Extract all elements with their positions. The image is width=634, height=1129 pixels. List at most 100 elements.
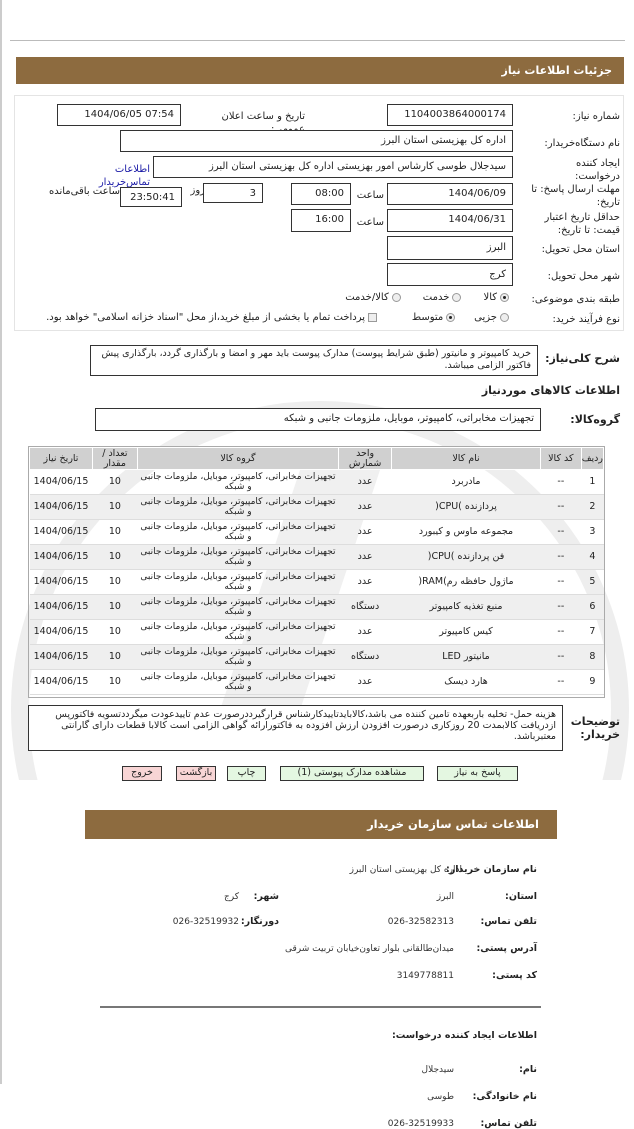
deadline-date-field[interactable]: 1404/06/09 — [387, 183, 513, 205]
contact-org-label: نام سازمان خریدار: — [446, 864, 537, 875]
radio-icon[interactable] — [500, 292, 509, 302]
cell-code: -- — [540, 594, 582, 620]
validity-date-field[interactable]: 1404/06/31 — [387, 209, 513, 232]
cell-quantity: 10 — [92, 569, 138, 595]
back-button[interactable]: بازگشت — [176, 766, 216, 781]
need-number-field[interactable]: 1104003864000174 — [387, 104, 513, 126]
validity-time-field[interactable]: 16:00 — [291, 209, 351, 232]
buyer-org-field[interactable]: اداره کل بهزیستی استان البرز — [120, 130, 513, 152]
cell-row-number: 2 — [581, 494, 604, 520]
cell-date: 1404/06/15 — [29, 669, 93, 695]
contact-postal-label: کد پستی: — [492, 970, 537, 981]
creator-family-value: طوسی — [427, 1092, 454, 1102]
province-label: استان محل تحویل: — [541, 244, 620, 255]
print-button[interactable]: چاپ — [227, 766, 266, 781]
contact-city-label: شهر: — [253, 891, 279, 902]
contact-province-label: استان: — [505, 891, 537, 902]
creator-family-label: نام خانوادگی: — [472, 1091, 537, 1102]
table-row[interactable]: 7 -- کیس کامپیوتر عدد تجهیزات مخابراتی، کامپ… — [29, 619, 604, 645]
col-header-quantity: تعداد / مقدار — [91, 447, 138, 470]
cell-group: تجهیزات مخابراتی، کامپیوتر، موبایل، ملزو… — [137, 644, 339, 670]
days-remaining-field[interactable]: 3 — [203, 183, 263, 203]
cell-group: تجهیزات مخابراتی، کامپیوتر، موبایل، ملزو… — [137, 519, 339, 545]
table-row[interactable]: 5 -- ماژول حافظه رم)RAM(عدد تجهیزات مخابرات… — [29, 569, 604, 595]
need-number-label: شماره نیاز: — [572, 111, 621, 122]
cell-name: مانیتور LED — [391, 644, 541, 670]
goods-title: اطلاعات کالاهای موردنیاز — [481, 384, 620, 397]
deadline-time-field[interactable]: 08:00 — [291, 183, 351, 205]
details-panel — [14, 95, 624, 331]
radio-icon[interactable] — [446, 312, 456, 322]
radio-minor[interactable]: جزیی — [474, 312, 512, 323]
table-row[interactable]: 4 -- فن پردازنده )CPU(عدد تجهیزات مخابراتی،… — [29, 544, 604, 570]
checkbox-icon[interactable] — [368, 312, 378, 322]
category-label: طبقه بندی موضوعی: — [531, 294, 620, 305]
buyer-org-label: نام دستگاه‌خریدار: — [544, 138, 620, 149]
table-row[interactable]: 9 -- هارد دیسک عدد تجهیزات مخابراتی، کامپیوت… — [29, 669, 604, 695]
radio-goods-service[interactable]: کالا/خدمت — [345, 292, 404, 303]
process-label: نوع فرآیند خرید: — [552, 314, 621, 325]
table-row[interactable]: 2 -- پردازنده )CPU(عدد تجهیزات مخابراتی، کا… — [29, 494, 604, 520]
cell-date: 1404/06/15 — [29, 469, 93, 495]
page-header: جزئیات اطلاعات نیاز — [16, 57, 624, 84]
cell-name: ماژول حافظه رم)RAM( — [391, 569, 541, 595]
validity-time-label: ساعت — [356, 217, 384, 228]
radio-goods[interactable]: کالا — [483, 292, 512, 303]
contact-address-value: میدان‌طالقانی بلوار تعاون‌خیابان تربیت ش… — [284, 944, 454, 954]
goods-table-frame — [28, 446, 605, 698]
contact-org-value: اداره کل بهزیستی استان البرز — [349, 865, 462, 875]
table-row[interactable]: 1 -- مادربرد عدد تجهیزات مخابراتی، کامپیوتر،… — [29, 469, 604, 495]
creator-field[interactable]: سیدجلال طوسی کارشاس امور بهزیستی اداره ک… — [153, 156, 513, 178]
creator-phone-value: 026-32519933 — [387, 1119, 454, 1129]
contact-header: اطلاعات تماس سازمان خریدار — [85, 810, 557, 839]
cell-date: 1404/06/15 — [29, 519, 93, 545]
cell-quantity: 10 — [92, 594, 138, 620]
treasury-checkbox[interactable]: پرداخت تمام یا بخشی از مبلغ خرید،از محل … — [46, 312, 380, 323]
cell-group: تجهیزات مخابراتی، کامپیوتر، موبایل، ملزو… — [137, 494, 339, 520]
cell-date: 1404/06/15 — [29, 569, 93, 595]
cell-name: کیس کامپیوتر — [391, 619, 541, 645]
buyer-contact-link[interactable]: اطلاعات تماس‌خریدار — [98, 164, 150, 188]
remaining-time-field[interactable]: 23:50:41 — [120, 187, 182, 207]
radio-medium[interactable]: متوسط — [412, 312, 458, 323]
cell-code: -- — [540, 644, 582, 670]
col-header-date: تاریخ نیاز — [29, 447, 93, 470]
cell-quantity: 10 — [92, 494, 138, 520]
col-header-group: گروه کالا — [136, 447, 340, 470]
exit-button[interactable]: خروج — [122, 766, 162, 781]
reply-button[interactable]: پاسخ به نیاز — [437, 766, 518, 781]
cell-unit: دستگاه — [338, 644, 392, 670]
view-attachments-button[interactable]: مشاهده مدارک پیوستی (1) — [280, 766, 424, 781]
cell-unit: عدد — [338, 494, 392, 520]
contact-fax-label: دورنگار: — [240, 916, 279, 927]
cell-quantity: 10 — [92, 669, 138, 695]
cell-quantity: 10 — [92, 619, 138, 645]
cell-code: -- — [540, 519, 582, 545]
cell-group: تجهیزات مخابراتی، کامپیوتر، موبایل، ملزو… — [137, 669, 339, 695]
deadline-label: مهلت ارسال پاسخ: تا تاریخ: — [531, 184, 620, 208]
province-field[interactable]: البرز — [387, 236, 513, 260]
cell-group: تجهیزات مخابراتی، کامپیوتر، موبایل، ملزو… — [137, 569, 339, 595]
table-row[interactable]: 6 -- منبع تغذیه کامپیوتر دستگاه تجهیزات مخاب… — [29, 594, 604, 620]
table-row[interactable]: 8 -- مانیتور LED دستگاه تجهیزات مخابراتی، کا… — [29, 644, 604, 670]
radio-service[interactable]: خدمت — [423, 292, 465, 303]
deadline-time-label: ساعت — [356, 190, 384, 201]
city-label: شهر محل تحویل: — [547, 271, 620, 282]
cell-row-number: 8 — [581, 644, 604, 670]
city-field[interactable]: کرج — [387, 263, 513, 286]
cell-group: تجهیزات مخابراتی، کامپیوتر، موبایل، ملزو… — [137, 469, 339, 495]
cell-row-number: 4 — [581, 544, 604, 570]
cell-unit: عدد — [338, 469, 392, 495]
goods-group-field: تجهیزات مخابراتی، کامپیوتر، موبایل، ملزو… — [95, 408, 541, 431]
cell-unit: عدد — [338, 544, 392, 570]
goods-table: ردیف کد کالا نام کالا واحد شمارش گروه کا… — [29, 447, 605, 695]
col-header-code: کد کالا — [539, 447, 582, 470]
radio-icon[interactable] — [500, 312, 509, 322]
cell-name: فن پردازنده )CPU( — [391, 544, 541, 570]
announce-date-field[interactable]: 1404/06/05 07:54 — [57, 104, 181, 126]
cell-code: -- — [540, 569, 582, 595]
table-row[interactable]: 3 -- مجموعه ماوس و کیبورد عدد تجهیزات مخابرا… — [29, 519, 604, 545]
radio-icon[interactable] — [391, 292, 401, 302]
radio-icon[interactable] — [452, 292, 462, 302]
category-radio-group: کالا خدمت کالا/خدمت — [345, 292, 512, 303]
